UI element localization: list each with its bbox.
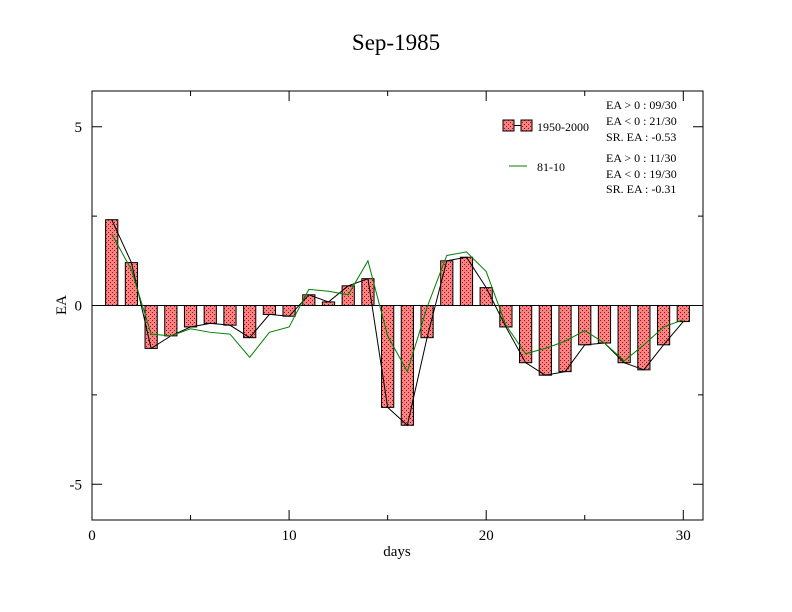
x-tick-label: 0: [88, 528, 96, 544]
y-tick-label: -5: [70, 477, 83, 493]
x-tick-label: 10: [282, 528, 297, 544]
legend: 1950-2000 81-10 EA > 0 : 09/30 EA < 0 : …: [502, 98, 677, 196]
bar: [183, 305, 198, 328]
bar: [637, 305, 651, 371]
series-line-1950-2000: [111, 219, 684, 427]
bar: [203, 305, 217, 324]
bar: [597, 305, 612, 344]
chart-title: Sep-1985: [352, 30, 440, 55]
bar: [617, 305, 631, 364]
bar: [578, 305, 592, 346]
bar: [223, 305, 237, 326]
bar-series: [105, 219, 690, 426]
stat-1950-2000-positive: EA > 0 : 09/30: [606, 98, 677, 112]
legend-label-1950-2000: 1950-2000: [537, 120, 589, 134]
stat-81-10-negative: EA < 0 : 19/30: [606, 167, 677, 181]
stat-81-10-sr: SR. EA : -0.31: [606, 182, 676, 196]
line-series: [111, 219, 684, 427]
series-line-81-10: [111, 233, 684, 373]
y-tick-label: 0: [75, 299, 83, 315]
bar: [361, 278, 375, 306]
x-tick-label: 30: [676, 528, 691, 544]
bar: [538, 305, 552, 376]
legend-label-81-10: 81-10: [537, 160, 565, 174]
bar: [321, 301, 336, 306]
bar: [105, 219, 119, 306]
bar: [164, 305, 178, 337]
y-tick-label: 5: [75, 120, 83, 136]
legend-swatch-1950-2000-b: [520, 119, 533, 132]
stat-81-10-positive: EA > 0 : 11/30: [606, 151, 676, 165]
bar: [262, 305, 276, 315]
bar: [144, 305, 158, 349]
x-axis-label: days: [383, 544, 411, 560]
legend-swatch-1950-2000: [502, 119, 515, 132]
y-axis-label: EA: [54, 295, 70, 315]
x-tick-label: 20: [479, 528, 494, 544]
stat-1950-2000-sr: SR. EA : -0.53: [606, 130, 676, 144]
stat-1950-2000-negative: EA < 0 : 21/30: [606, 114, 677, 128]
bar: [676, 305, 690, 323]
